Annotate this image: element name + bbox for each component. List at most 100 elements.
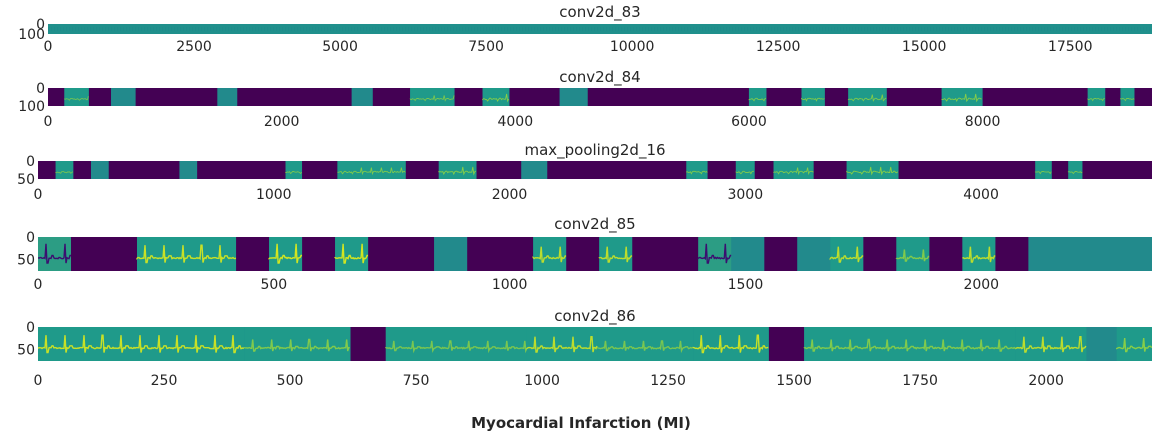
x-tick-label: 1000: [524, 373, 560, 389]
segment-dark: [566, 237, 600, 271]
texture-stripe: [576, 27, 578, 31]
texture-stripe: [897, 27, 899, 31]
texture-stripe: [177, 27, 179, 31]
segment-wave-bg: [1087, 88, 1106, 106]
texture-stripe: [1062, 27, 1064, 31]
texture-stripe: [681, 27, 683, 31]
texture-stripe: [153, 27, 155, 31]
waveform-trace: [846, 166, 899, 176]
texture-stripe: [378, 27, 380, 31]
x-tick-label: 1000: [256, 187, 292, 203]
segment-wave-bg: [735, 161, 755, 179]
texture-stripe: [828, 27, 830, 31]
waveform-trace: [532, 246, 567, 263]
texture-stripe: [87, 27, 89, 31]
texture-stripe: [846, 27, 848, 31]
segment-dark: [350, 327, 386, 361]
texture-stripe: [663, 27, 665, 31]
texture-stripe: [600, 27, 602, 31]
texture-stripe: [552, 27, 554, 31]
texture-stripe: [423, 27, 425, 31]
texture-stripe: [987, 27, 989, 31]
y-tick-label: 50: [17, 343, 35, 359]
texture-stripe: [849, 27, 851, 31]
texture-stripe: [594, 27, 596, 31]
texture-stripe: [1017, 27, 1019, 31]
waveform-trace: [1067, 171, 1083, 175]
waveform-trace: [735, 170, 754, 175]
texture-stripe: [930, 27, 932, 31]
texture-stripe: [81, 27, 83, 31]
texture-stripe: [93, 27, 95, 31]
y-tick-label: 0: [36, 81, 45, 97]
texture-stripe: [948, 27, 950, 31]
segment-dark: [632, 237, 699, 271]
x-tick-label: 4000: [963, 187, 999, 203]
texture-stripe: [723, 27, 725, 31]
texture-stripe: [519, 27, 521, 31]
segment-dark: [929, 237, 963, 271]
texture-stripe: [330, 27, 332, 31]
y-tick-label: 0: [26, 154, 35, 170]
texture-stripe: [1041, 27, 1043, 31]
texture-stripe: [210, 27, 212, 31]
texture-stripe: [369, 27, 371, 31]
texture-stripe: [273, 27, 275, 31]
waveform-trace: [829, 246, 864, 263]
texture-stripe: [696, 27, 698, 31]
texture-stripe: [228, 27, 230, 31]
panel-title: conv2d_86: [554, 307, 635, 326]
texture-stripe: [726, 27, 728, 31]
waveform-trace: [38, 334, 245, 354]
texture-stripe: [468, 27, 470, 31]
texture-stripe: [786, 27, 788, 31]
texture-stripe: [102, 27, 104, 31]
texture-stripe: [729, 27, 731, 31]
texture-stripe: [963, 27, 965, 31]
texture-stripe: [1077, 27, 1079, 31]
texture-stripe: [288, 27, 290, 31]
texture-stripe: [537, 27, 539, 31]
texture-stripe: [585, 27, 587, 31]
texture-stripe: [579, 27, 581, 31]
y-tick-label: 50: [17, 172, 35, 188]
texture-stripe: [1002, 27, 1004, 31]
x-tick-label: 5000: [322, 39, 358, 55]
texture-stripe: [1080, 27, 1082, 31]
texture-stripe: [522, 27, 524, 31]
segment-dark: [372, 88, 411, 106]
texture-stripe: [66, 27, 68, 31]
texture-stripe: [621, 27, 623, 31]
texture-stripe: [873, 27, 875, 31]
texture-stripe: [546, 27, 548, 31]
texture-stripe: [933, 27, 935, 31]
texture-stripe: [792, 27, 794, 31]
x-tick-label: 0: [34, 187, 43, 203]
waveform-trace: [895, 249, 930, 262]
texture-stripe: [384, 27, 386, 31]
texture-stripe: [516, 27, 518, 31]
texture-stripe: [1008, 27, 1010, 31]
texture-stripe: [408, 27, 410, 31]
texture-stripe: [381, 27, 383, 31]
texture-stripe: [555, 27, 557, 31]
texture-stripe: [171, 27, 173, 31]
waveform-trace: [596, 340, 693, 354]
texture-stripe: [945, 27, 947, 31]
texture-stripe: [366, 27, 368, 31]
x-tick-label: 12500: [756, 39, 801, 55]
texture-stripe: [1143, 27, 1145, 31]
texture-stripe: [225, 27, 227, 31]
texture-stripe: [588, 27, 590, 31]
texture-stripe: [639, 27, 641, 31]
texture-stripe: [285, 27, 287, 31]
x-axis-label: Myocardial Infarction (MI): [471, 414, 691, 432]
texture-stripe: [822, 27, 824, 31]
texture-stripe: [969, 27, 971, 31]
texture-stripe: [213, 27, 215, 31]
segment-dark: [886, 88, 942, 106]
texture-stripe: [942, 27, 944, 31]
texture-stripe: [216, 27, 218, 31]
texture-stripe: [192, 27, 194, 31]
texture-stripe: [183, 27, 185, 31]
